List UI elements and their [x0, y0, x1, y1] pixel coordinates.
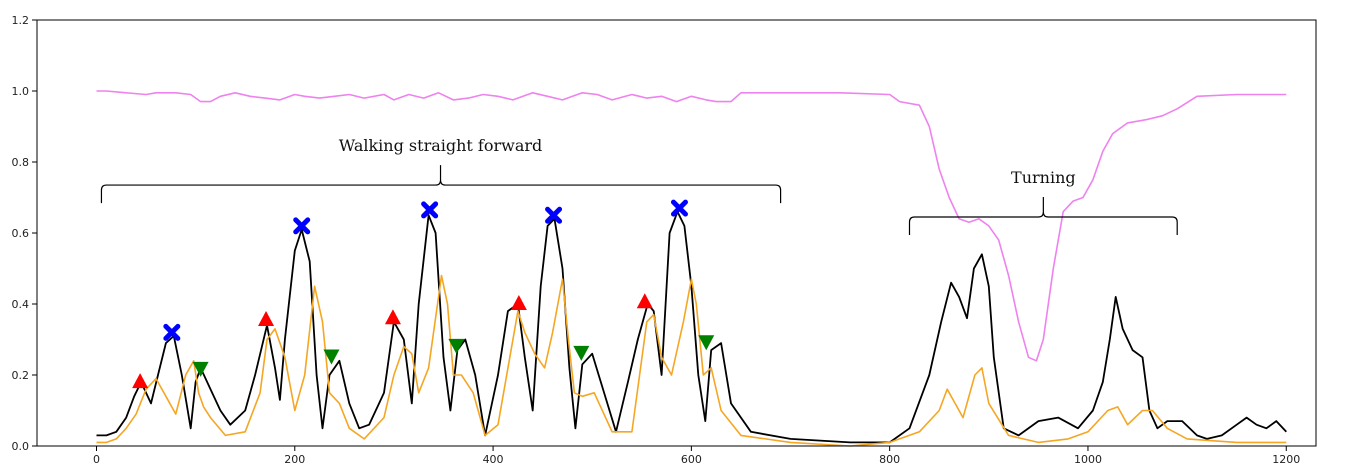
marker-triangle-down-3 — [573, 345, 590, 361]
plot-area-frame — [36, 19, 1317, 447]
x-tick-label: 200 — [284, 453, 305, 464]
x-tick-label: 1200 — [1272, 453, 1300, 464]
y-tick-label: 0.6 — [12, 227, 30, 240]
annotation-walking-straight-forward: Walking straight forward — [339, 136, 543, 155]
marker-triangle-up-0 — [132, 373, 149, 389]
marker-triangle-up-1 — [258, 310, 275, 326]
y-tick-label: 0.2 — [12, 369, 30, 382]
y-tick-label: 1.2 — [12, 14, 30, 27]
x-tick-label: 800 — [879, 453, 900, 464]
marker-triangle-down-1 — [323, 349, 340, 365]
y-tick-label: 1.0 — [12, 85, 30, 98]
marker-x-4 — [670, 199, 688, 217]
y-tick-label: 0.4 — [12, 298, 30, 311]
marker-x-0 — [163, 323, 181, 341]
marker-triangle-down-2 — [448, 338, 465, 354]
x-tick-label: 600 — [681, 453, 702, 464]
bracket-walking — [100, 165, 782, 204]
marker-triangle-up-3 — [510, 295, 527, 310]
marker-triangle-down-4 — [698, 335, 715, 351]
marker-x-2 — [421, 201, 439, 219]
marker-triangle-up-4 — [636, 293, 653, 309]
bracket-turning — [908, 197, 1178, 236]
series-line-1 — [96, 210, 1287, 444]
marker-triangle-up-2 — [384, 309, 401, 325]
series-line-2 — [96, 274, 1287, 447]
y-tick-label: 0.0 — [12, 440, 30, 453]
x-axis: 0 200 400 600 800 1000 1200 — [93, 446, 1300, 464]
annotations: Walking straight forward Turning — [100, 136, 1178, 236]
markers — [132, 199, 715, 389]
series-lines — [96, 90, 1287, 447]
y-tick-label: 0.8 — [12, 156, 30, 169]
y-axis: 0.0 0.2 0.4 0.6 0.8 1.0 1.2 — [12, 14, 37, 453]
x-tick-label: 400 — [483, 453, 504, 464]
series-line-0 — [96, 90, 1287, 362]
x-tick-label: 1000 — [1074, 453, 1102, 464]
annotation-turning: Turning — [1011, 168, 1076, 187]
marker-x-1 — [293, 217, 311, 235]
marker-x-3 — [545, 206, 563, 224]
x-tick-label: 0 — [93, 453, 100, 464]
marker-triangle-down-0 — [192, 361, 209, 377]
